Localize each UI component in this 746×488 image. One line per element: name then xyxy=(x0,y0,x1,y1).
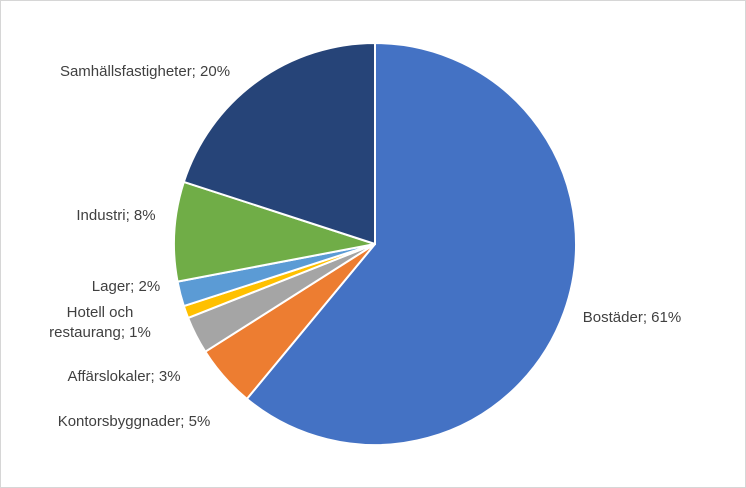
pie-slice-industri xyxy=(173,180,376,283)
pie-slice-bost-der xyxy=(245,42,578,446)
pie-slice-samh-llsfastigheter xyxy=(182,42,376,245)
